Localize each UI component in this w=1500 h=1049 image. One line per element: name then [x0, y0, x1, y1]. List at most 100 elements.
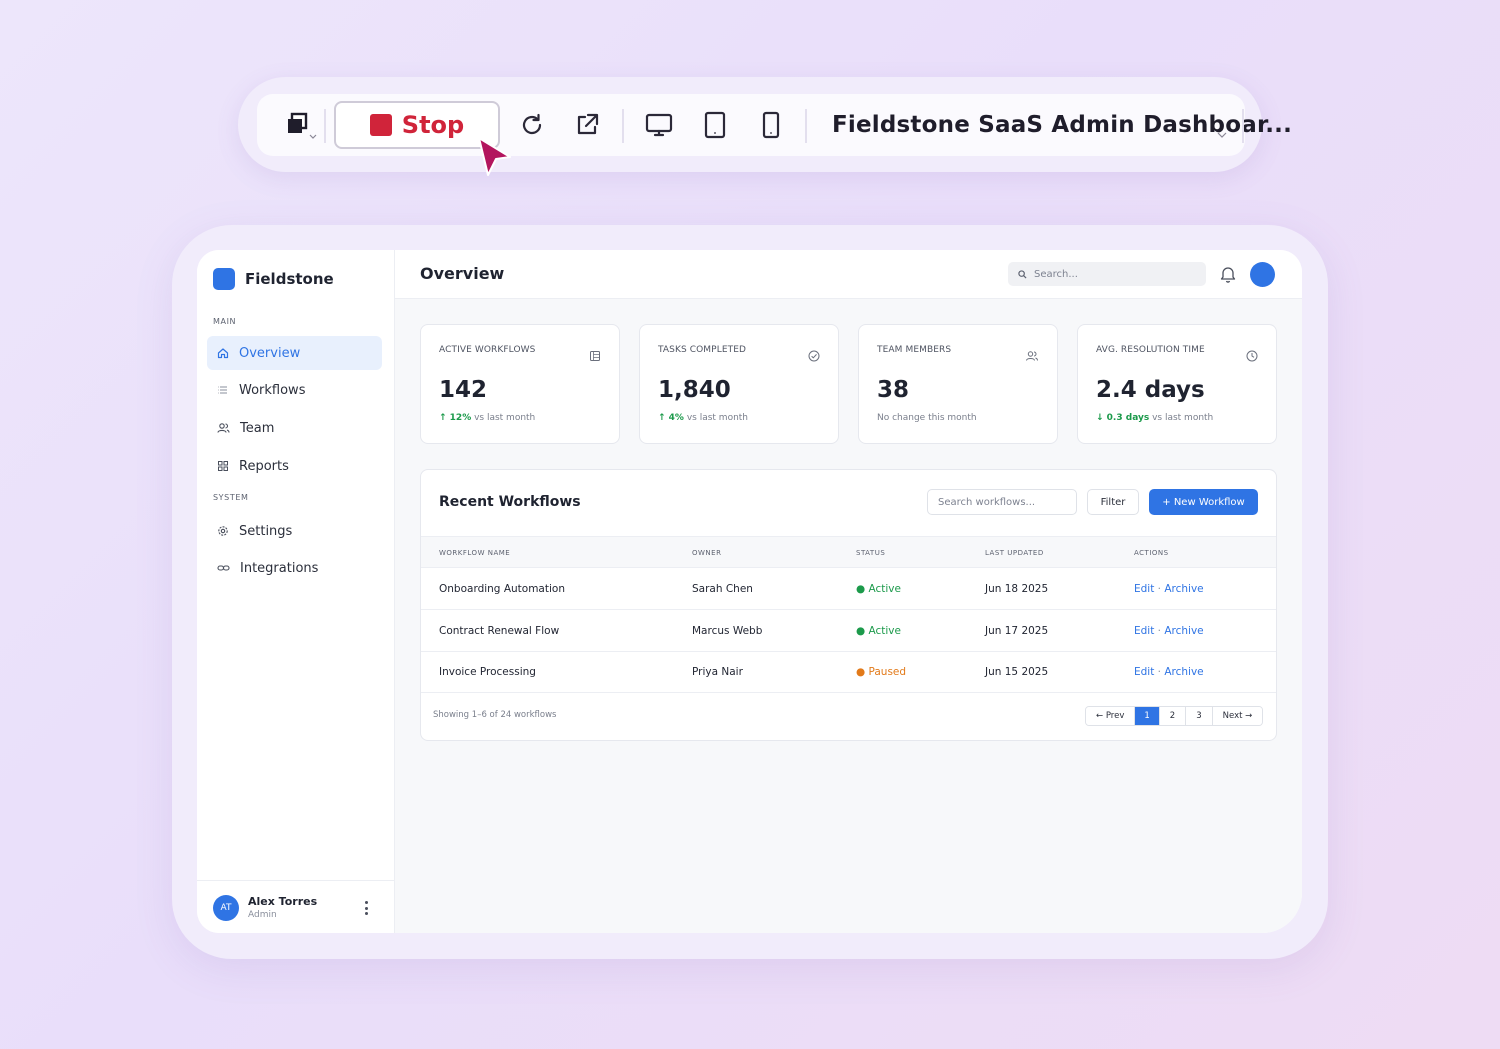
column-header[interactable]: STATUS [856, 549, 886, 557]
stat-value: 142 [439, 377, 488, 403]
top-header: Overview [395, 250, 1302, 299]
status-badge: ● Active [856, 583, 901, 595]
check-circle-icon [808, 347, 820, 366]
mouse-cursor-icon [476, 135, 514, 183]
row-actions: Edit · Archive [1134, 666, 1204, 678]
workflow-name[interactable]: Onboarding Automation [439, 583, 565, 595]
more-vertical-icon[interactable] [359, 899, 373, 917]
stop-icon [369, 114, 392, 136]
column-header[interactable]: WORKFLOW NAME [439, 549, 511, 557]
users-icon [1025, 347, 1039, 366]
tablet-view-icon[interactable] [695, 94, 735, 156]
column-header[interactable]: LAST UPDATED [985, 549, 1044, 557]
recent-workflows-panel: Recent Workflows Filter + New Workflow W… [420, 469, 1277, 741]
sidebar-section-main: MAIN [213, 317, 237, 326]
desktop-view-icon[interactable] [639, 94, 679, 156]
status-badge: ● Active [856, 625, 901, 637]
toolbar-divider [1242, 109, 1244, 143]
row-actions: Edit · Archive [1134, 625, 1204, 637]
global-search[interactable] [1008, 262, 1206, 286]
table-row[interactable]: Onboarding Automation Sarah Chen ● Activ… [421, 569, 1276, 610]
sidebar-section-system: SYSTEM [213, 493, 249, 502]
gear-icon [218, 526, 228, 536]
stat-delta: ↓ 0.3 days vs last month [1096, 413, 1214, 423]
sidebar-item-settings[interactable]: Settings [207, 514, 382, 548]
dashboard-app: Fieldstone MAIN Overview Workflows Team … [197, 250, 1302, 933]
sidebar-item-integrations[interactable]: Integrations [207, 551, 382, 585]
sidebar-item-team[interactable]: Team [207, 411, 382, 445]
page-title: Overview [420, 264, 505, 283]
stat-label: TASKS COMPLETED [658, 345, 747, 355]
page-button-1[interactable]: 1 [1135, 707, 1160, 725]
sidebar-item-reports[interactable]: Reports [207, 449, 382, 483]
toolbar-divider [805, 109, 807, 143]
reload-icon[interactable] [512, 94, 552, 156]
window-title[interactable]: Fieldstone SaaS Admin Dashboar... [832, 112, 1293, 138]
last-updated: Jun 15 2025 [985, 666, 1049, 678]
page-button-3[interactable]: 3 [1186, 707, 1213, 725]
duplicate-window-icon[interactable] [275, 94, 325, 156]
panel-title: Recent Workflows [439, 494, 581, 510]
sidebar-item-workflows[interactable]: Workflows [207, 373, 382, 407]
table-row[interactable]: Invoice Processing Priya Nair ● Paused J… [421, 652, 1276, 693]
search-icon [1018, 269, 1027, 279]
avatar: AT [213, 895, 239, 921]
pagination: ← Prev 1 2 3 Next → [1085, 706, 1264, 726]
workflow-owner: Sarah Chen [692, 583, 753, 595]
clock-icon [1246, 347, 1258, 366]
toolbar-divider [324, 109, 326, 143]
grid-icon [218, 461, 228, 471]
table-header: WORKFLOW NAME OWNER STATUS LAST UPDATED … [421, 536, 1276, 568]
column-header[interactable]: OWNER [692, 549, 722, 557]
page-button-2[interactable]: 2 [1159, 707, 1187, 725]
workflow-owner: Marcus Webb [692, 625, 763, 637]
sidebar-item-label: Team [240, 420, 275, 436]
edit-link[interactable]: Edit [1134, 625, 1155, 637]
archive-link[interactable]: Archive [1164, 583, 1204, 595]
open-external-icon[interactable] [567, 94, 607, 156]
list-icon [218, 386, 227, 394]
last-updated: Jun 17 2025 [985, 625, 1049, 637]
new-workflow-button[interactable]: + New Workflow [1149, 489, 1258, 515]
workflow-name[interactable]: Contract Renewal Flow [439, 625, 560, 637]
user-role: Admin [248, 910, 277, 920]
stop-button-label: Stop [401, 111, 465, 139]
sidebar-item-overview[interactable]: Overview [207, 336, 382, 370]
stat-card-tasks-completed: TASKS COMPLETED 1,840 ↑ 4% vs last month [639, 324, 839, 444]
stat-value: 2.4 days [1096, 377, 1205, 403]
archive-link[interactable]: Archive [1164, 666, 1204, 678]
filter-button[interactable]: Filter [1087, 489, 1139, 515]
stat-delta: ↑ 4% vs last month [658, 413, 749, 423]
bell-icon[interactable] [1220, 265, 1236, 287]
workflow-name[interactable]: Invoice Processing [439, 666, 536, 678]
column-header: ACTIONS [1134, 549, 1169, 557]
stop-button[interactable]: Stop [334, 101, 500, 149]
avatar[interactable] [1250, 262, 1275, 287]
link-icon [217, 565, 230, 571]
sidebar: Fieldstone MAIN Overview Workflows Team … [197, 250, 395, 933]
stat-card-team-members: TEAM MEMBERS 38 No change this month [858, 324, 1058, 444]
table-row[interactable]: Contract Renewal Flow Marcus Webb ● Acti… [421, 611, 1276, 652]
archive-link[interactable]: Archive [1164, 625, 1204, 637]
last-updated: Jun 18 2025 [985, 583, 1049, 595]
search-input[interactable] [1034, 268, 1194, 280]
stat-delta: No change this month [877, 413, 977, 423]
brand[interactable]: Fieldstone [213, 268, 334, 290]
edit-link[interactable]: Edit [1134, 583, 1155, 595]
stat-card-avg-resolution: AVG. RESOLUTION TIME 2.4 days ↓ 0.3 days… [1077, 324, 1277, 444]
stat-card-active-workflows: ACTIVE WORKFLOWS 142 ↑ 12% vs last month [420, 324, 620, 444]
stat-label: TEAM MEMBERS [877, 345, 952, 355]
chevron-down-icon[interactable] [1215, 104, 1229, 166]
sidebar-item-label: Workflows [239, 382, 306, 398]
user-profile[interactable]: AT Alex Torres Admin [197, 880, 395, 933]
toolbar-divider [622, 109, 624, 143]
sidebar-item-label: Settings [239, 523, 293, 539]
prev-page-button[interactable]: ← Prev [1086, 707, 1136, 725]
stat-label: AVG. RESOLUTION TIME [1096, 345, 1205, 355]
users-icon [217, 423, 230, 433]
workflow-search-input[interactable] [927, 489, 1077, 515]
mobile-view-icon[interactable] [751, 94, 791, 156]
next-page-button[interactable]: Next → [1212, 707, 1263, 725]
edit-link[interactable]: Edit [1134, 666, 1155, 678]
workflow-icon [589, 347, 601, 366]
